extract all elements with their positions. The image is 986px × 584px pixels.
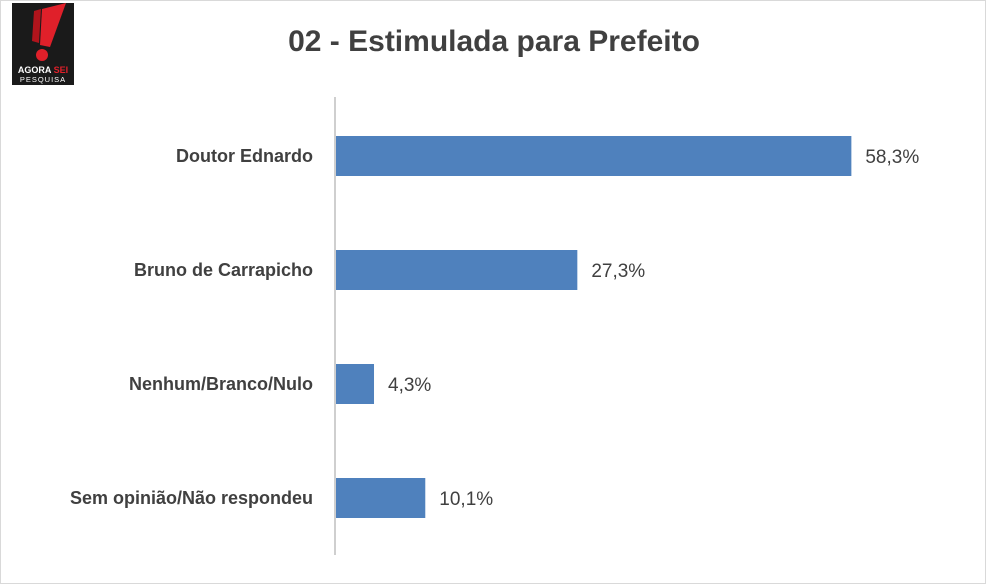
logo-word-agora: AGORA — [17, 65, 52, 75]
logo-subtitle: PESQUISA — [19, 75, 67, 84]
bar — [336, 136, 852, 176]
logo-word-sei: SEI — [53, 65, 69, 75]
value-label: 58,3% — [865, 147, 919, 168]
bar — [336, 364, 375, 404]
value-label: 27,3% — [591, 261, 645, 282]
category-label: Nenhum/Branco/Nulo — [129, 374, 313, 394]
chart-title: 02 - Estimulada para Prefeito — [288, 25, 700, 58]
bar — [336, 250, 578, 290]
logo-brand-text: AGORA SEI — [12, 65, 74, 75]
value-label: 10,1% — [439, 489, 493, 510]
value-label: 4,3% — [388, 375, 431, 396]
category-label: Sem opinião/Não respondeu — [70, 488, 313, 508]
category-label: Doutor Ednardo — [176, 146, 313, 166]
category-label: Bruno de Carrapicho — [134, 260, 313, 280]
exclamation-logo-icon — [32, 3, 66, 61]
bar — [336, 478, 426, 518]
agora-sei-logo: AGORA SEI PESQUISA — [12, 3, 74, 85]
